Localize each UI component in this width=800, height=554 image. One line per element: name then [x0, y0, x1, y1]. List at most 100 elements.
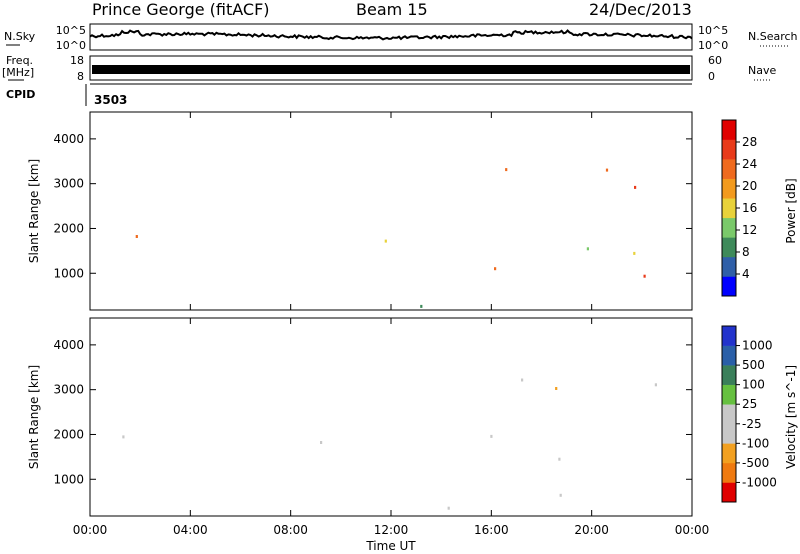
date-title: 24/Dec/2013 — [589, 0, 692, 19]
velocity-colorbar-seg — [722, 326, 736, 346]
power-colorbar-seg — [722, 217, 736, 238]
time-tick-label: 00:00 — [675, 523, 710, 537]
velocity-ytick-label: 4000 — [53, 338, 84, 352]
power-cell — [494, 267, 497, 271]
power-cbtick-label: 20 — [742, 179, 757, 193]
power-cbtick-label: 16 — [742, 201, 757, 215]
velocity-colorbar-seg — [722, 462, 736, 483]
cpid-label: CPID — [6, 88, 36, 101]
velocity-cbtick-label: 1000 — [742, 339, 773, 353]
velocity-colorbar-seg — [722, 404, 736, 425]
velocity-cell — [521, 378, 524, 382]
power-ytick-label: 3000 — [53, 177, 84, 191]
velocity-cell — [490, 434, 493, 438]
velocity-cbtick-label: 500 — [742, 358, 765, 372]
velocity-panel: 1000 2000 3000 4000 Slant Range [km] 1000 500 1… — [27, 317, 798, 517]
velocity-cell — [555, 387, 558, 390]
velocity-colorbar-seg — [722, 365, 736, 385]
noise-sky-line — [89, 29, 693, 41]
station-title: Prince George (fitACF) — [92, 0, 270, 19]
power-cell — [643, 274, 646, 278]
velocity-cbtick-label: -100 — [742, 436, 769, 450]
power-cell — [634, 185, 637, 189]
velocity-cbtick-label: 100 — [742, 378, 765, 392]
power-ytick-label: 4000 — [53, 132, 84, 146]
power-ytick-label: 2000 — [53, 221, 84, 235]
velocity-colorbar — [721, 325, 737, 503]
power-ylabel: Slant Range [km] — [27, 159, 41, 263]
power-colorbar-seg — [722, 198, 736, 219]
power-frame — [89, 111, 693, 311]
nave-tick: 0 — [708, 70, 715, 83]
noise-tick-right: 10^5 — [698, 24, 728, 37]
power-cell — [633, 251, 636, 255]
velocity-ytick-label: 3000 — [53, 383, 84, 397]
nave-tick: 60 — [708, 54, 722, 67]
time-tick-label: 04:00 — [173, 523, 208, 537]
nave-label: Nave — [748, 64, 777, 77]
velocity-frame — [89, 317, 693, 517]
power-cbtick-label: 24 — [742, 157, 757, 171]
time-axis-label: Time UT — [365, 539, 416, 553]
velocity-cell — [122, 435, 125, 439]
power-cell — [384, 239, 387, 243]
cpid-value: 3503 — [94, 93, 128, 107]
velocity-ytick-label: 1000 — [53, 472, 84, 486]
power-colorbar-seg — [722, 159, 736, 179]
noise-tick-left: 10^0 — [56, 39, 86, 52]
time-tick-label: 08:00 — [273, 523, 308, 537]
beam-title: Beam 15 — [356, 0, 428, 19]
velocity-ylabel: Slant Range [km] — [27, 365, 41, 469]
velocity-cell — [654, 383, 657, 387]
velocity-colorbar-label: Velocity [m s^-1] — [784, 365, 798, 469]
freq-strip — [89, 55, 693, 81]
power-colorbar-label: Power [dB] — [784, 178, 798, 243]
power-colorbar-seg — [722, 120, 736, 140]
time-tick-label: 12:00 — [374, 523, 409, 537]
power-cell — [586, 247, 589, 251]
power-colorbar-seg — [722, 276, 736, 297]
time-tick-label: 16:00 — [474, 523, 509, 537]
noise-tick-left: 10^5 — [56, 24, 86, 37]
power-cbtick-label: 12 — [742, 223, 757, 237]
power-cell — [505, 168, 508, 172]
velocity-colorbar-seg — [722, 384, 736, 405]
time-tick-label: 20:00 — [574, 523, 609, 537]
power-cbtick-label: 8 — [742, 245, 750, 259]
power-colorbar-seg — [722, 237, 736, 258]
velocity-cell — [447, 506, 450, 510]
velocity-colorbar-seg — [722, 423, 736, 444]
velocity-cbtick-label: 25 — [742, 397, 757, 411]
power-cbtick-label: 28 — [742, 135, 757, 149]
velocity-cell — [320, 441, 323, 444]
freq-label: Freq. — [6, 54, 34, 67]
velocity-cbtick-label: -500 — [742, 456, 769, 470]
power-panel: 1000 2000 3000 4000 Slant Range [km] 28 24 20 16… — [27, 111, 798, 311]
power-ytick-label: 1000 — [53, 266, 84, 280]
nsky-label: N.Sky — [4, 30, 36, 43]
velocity-cell — [558, 457, 561, 461]
noise-strip — [89, 23, 693, 51]
freq-unit-label: [MHz] — [2, 66, 35, 79]
power-cell — [420, 304, 423, 308]
velocity-colorbar-seg — [722, 482, 736, 503]
power-colorbar-seg — [722, 178, 736, 199]
freq-band — [92, 65, 690, 74]
velocity-colorbar-seg — [722, 443, 736, 464]
velocity-cell — [559, 493, 562, 497]
power-cell — [135, 235, 138, 238]
noise-tick-right: 10^0 — [698, 39, 728, 52]
freq-tick: 18 — [70, 54, 84, 67]
velocity-ytick-label: 2000 — [53, 427, 84, 441]
nsearch-label: N.Search — [748, 30, 798, 43]
time-axis: 00:00 04:00 08:00 12:00 16:00 20:00 00:00 Time … — [73, 523, 710, 553]
freq-tick: 8 — [77, 70, 84, 83]
velocity-cbtick-label: -1000 — [742, 475, 777, 489]
power-cell — [605, 168, 609, 172]
power-cbtick-label: 4 — [742, 267, 750, 281]
velocity-colorbar-seg — [722, 345, 736, 366]
power-colorbar-seg — [722, 256, 736, 277]
time-tick-label: 00:00 — [73, 523, 108, 537]
power-colorbar-seg — [722, 139, 736, 160]
